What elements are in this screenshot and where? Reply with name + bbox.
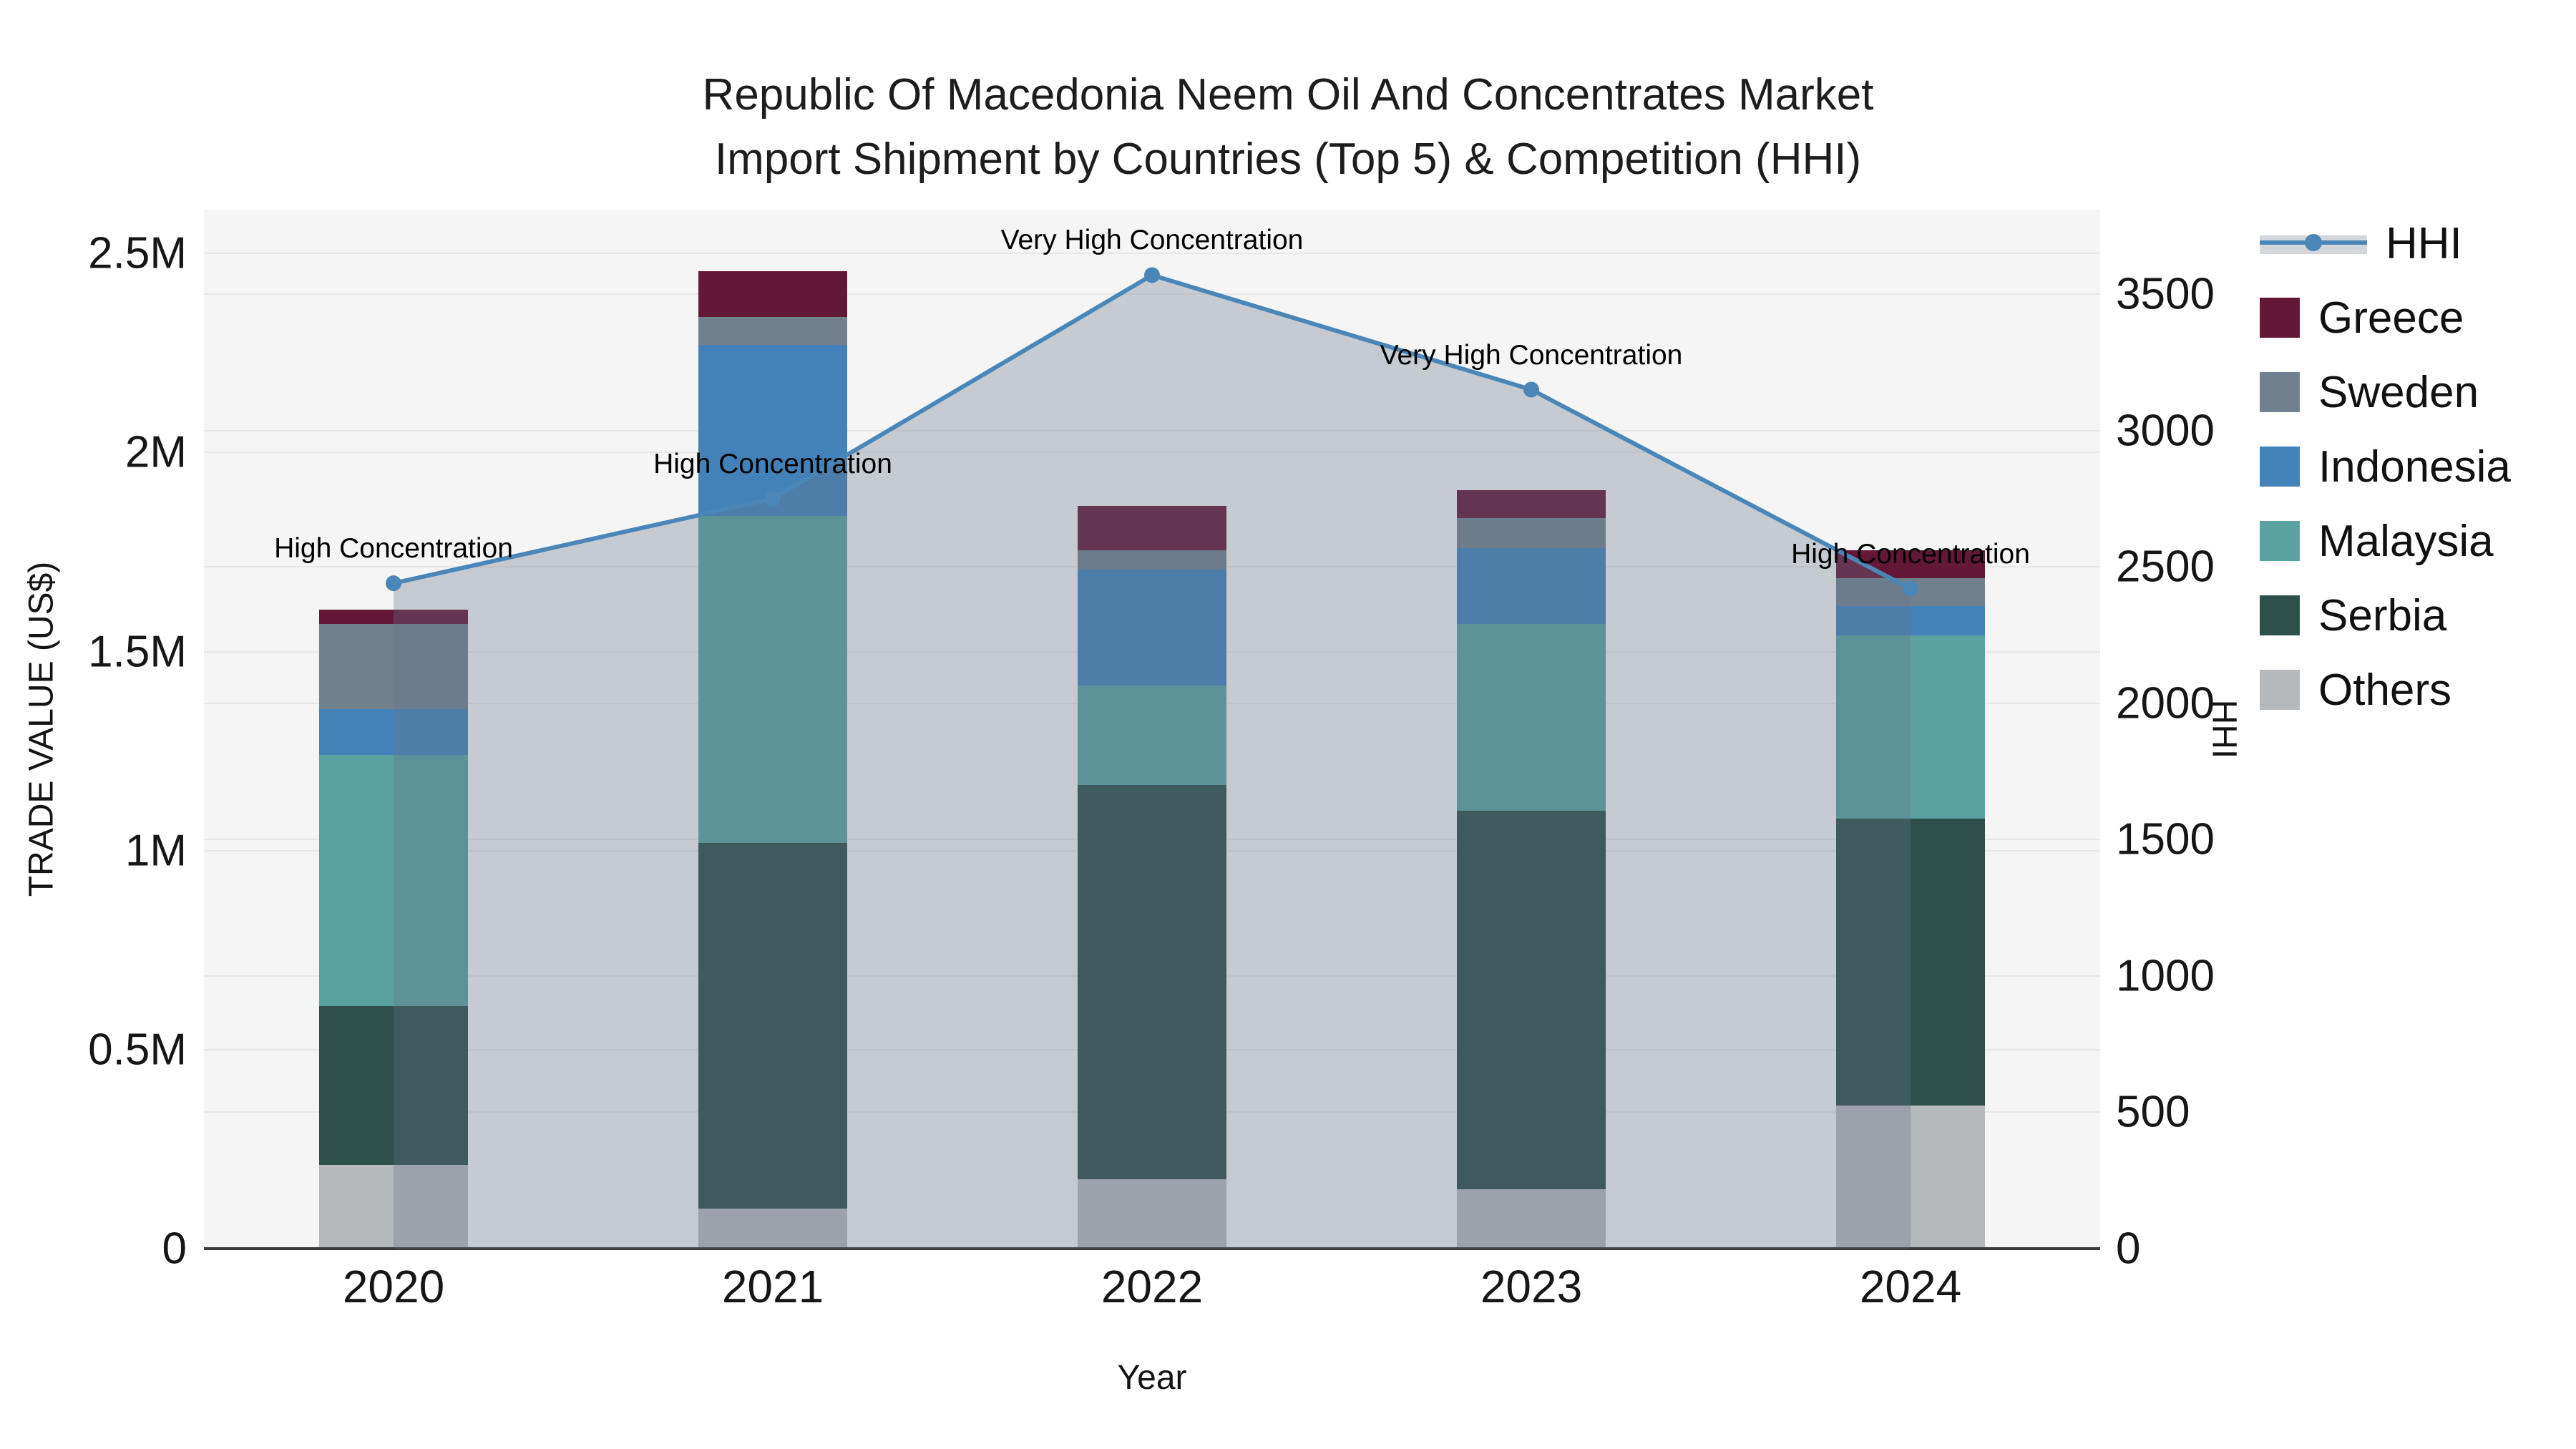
x-tick-2023: 2023: [1480, 1261, 1583, 1312]
annotation-2022: Very High Concentration: [1000, 225, 1304, 256]
bar-segment-2020-others[interactable]: [319, 1165, 468, 1249]
hhi-area-fill: [394, 275, 1911, 1249]
legend-item-malaysia[interactable]: Malaysia: [2260, 517, 2511, 566]
bar-segment-2023-serbia[interactable]: [1457, 811, 1606, 1189]
legend: HHI Greece Sweden Indonesia Malaysia Serbia Ot…: [2260, 219, 2511, 744]
annotation-2021: High Concentration: [653, 448, 892, 479]
legend-swatch-icon-malaysia: [2260, 521, 2300, 561]
hhi-marker-2020[interactable]: [386, 575, 401, 592]
bar-segment-2023-greece[interactable]: [1457, 490, 1606, 519]
bar-segment-2022-greece[interactable]: [1078, 506, 1226, 550]
legend-swatch-icon-serbia: [2260, 595, 2300, 635]
annotation-2024: High Concentration: [1791, 538, 2030, 570]
bar-segment-2021-sweden[interactable]: [698, 317, 847, 346]
bar-segment-2023-sweden[interactable]: [1457, 518, 1606, 548]
bar-segment-2021-others[interactable]: [698, 1209, 847, 1249]
y-tick-left-0.5M: 0.5M: [88, 1025, 187, 1075]
y-tick-left-0: 0: [162, 1224, 187, 1274]
legend-item-serbia[interactable]: Serbia: [2260, 591, 2511, 640]
legend-label-others: Others: [2318, 665, 2452, 715]
y-tick-right-2500: 2500: [2116, 542, 2215, 592]
y-tick-left-2.5M: 2.5M: [88, 228, 187, 278]
bar-segment-2024-malaysia[interactable]: [1836, 635, 1985, 819]
legend-item-indonesia[interactable]: Indonesia: [2260, 442, 2511, 492]
legend-item-hhi[interactable]: HHI: [2260, 219, 2511, 268]
y-tick-right-3000: 3000: [2116, 406, 2215, 456]
legend-label-greece: Greece: [2318, 293, 2464, 343]
bar-segment-2022-malaysia[interactable]: [1078, 685, 1226, 785]
bar-segment-2022-indonesia[interactable]: [1078, 570, 1226, 686]
bar-segment-2022-others[interactable]: [1078, 1179, 1226, 1249]
gridline-left-2.5M: [204, 253, 2100, 255]
y-tick-right-500: 500: [2116, 1087, 2190, 1137]
bar-segment-2023-indonesia[interactable]: [1457, 547, 1606, 624]
bar-segment-2020-malaysia[interactable]: [319, 755, 468, 1006]
bar-segment-2024-serbia[interactable]: [1836, 819, 1985, 1106]
annotation-2023: Very High Concentration: [1380, 339, 1683, 371]
x-tick-2020: 2020: [342, 1261, 445, 1312]
x-axis-line: [204, 1247, 2100, 1250]
left-axis-title: TRADE VALUE (US$): [22, 561, 61, 897]
bar-segment-2023-others[interactable]: [1457, 1189, 1606, 1249]
y-tick-right-0: 0: [2116, 1224, 2141, 1274]
y-tick-right-1000: 1000: [2116, 951, 2215, 1001]
legend-label-malaysia: Malaysia: [2318, 516, 2494, 566]
gridline-right-3000: [204, 429, 2100, 431]
legend-label-indonesia: Indonesia: [2318, 441, 2511, 492]
bar-segment-2024-others[interactable]: [1836, 1105, 1985, 1249]
legend-swatch-icon-sweden: [2260, 372, 2300, 412]
chart-title-line2: Import Shipment by Countries (Top 5) & C…: [714, 134, 1862, 184]
legend-item-others[interactable]: Others: [2260, 665, 2511, 715]
bar-segment-2021-serbia[interactable]: [698, 842, 847, 1209]
x-tick-2021: 2021: [721, 1261, 824, 1312]
bar-segment-2021-greece[interactable]: [698, 271, 847, 318]
hhi-marker-2022[interactable]: [1144, 267, 1160, 283]
legend-item-sweden[interactable]: Sweden: [2260, 368, 2511, 417]
y-tick-left-2M: 2M: [125, 427, 187, 477]
bar-segment-2022-serbia[interactable]: [1078, 784, 1226, 1179]
chart-title-line1: Republic Of Macedonia Neem Oil And Conce…: [702, 70, 1874, 119]
bar-segment-2020-sweden[interactable]: [319, 623, 468, 710]
legend-label-sweden: Sweden: [2318, 367, 2479, 417]
hhi-marker-2021[interactable]: [765, 490, 781, 507]
hhi-marker-swatch-icon: [2305, 234, 2322, 251]
hhi-overlay: [386, 267, 1918, 1249]
bar-segment-2024-indonesia[interactable]: [1836, 605, 1985, 636]
x-axis-title: Year: [1117, 1359, 1187, 1397]
bar-segment-2020-greece[interactable]: [319, 610, 468, 624]
gridline-left-2M: [204, 452, 2100, 454]
annotation-2020: High Concentration: [274, 533, 513, 565]
gridline-right-3500: [204, 293, 2100, 296]
x-tick-2022: 2022: [1101, 1261, 1204, 1312]
legend-item-greece[interactable]: Greece: [2260, 293, 2511, 343]
bar-segment-2021-indonesia[interactable]: [698, 345, 847, 517]
bar-segment-2021-malaysia[interactable]: [698, 516, 847, 843]
plot-area: [204, 210, 2100, 1250]
legend-label-serbia: Serbia: [2318, 590, 2447, 640]
hhi-legend-swatch-icon: [2260, 223, 2367, 263]
y-tick-right-1500: 1500: [2116, 814, 2215, 864]
x-tick-2024: 2024: [1859, 1261, 1962, 1312]
legend-swatch-icon-indonesia: [2260, 447, 2300, 487]
chart-title: Republic Of Macedonia Neem Oil And Conce…: [0, 63, 2576, 192]
y-tick-left-1M: 1M: [125, 826, 187, 876]
y-tick-right-2000: 2000: [2116, 678, 2215, 728]
legend-swatch-icon-others: [2260, 670, 2300, 710]
hhi-marker-2023[interactable]: [1523, 381, 1539, 398]
legend-swatch-icon-greece: [2260, 298, 2300, 338]
y-tick-left-1.5M: 1.5M: [88, 627, 187, 677]
bar-segment-2020-serbia[interactable]: [319, 1005, 468, 1166]
y-tick-right-3500: 3500: [2116, 269, 2215, 319]
hhi-marker-2024[interactable]: [1903, 580, 1918, 597]
bar-segment-2020-indonesia[interactable]: [319, 709, 468, 756]
bar-segment-2023-malaysia[interactable]: [1457, 623, 1606, 811]
legend-label-hhi: HHI: [2386, 218, 2462, 268]
bar-segment-2022-sweden[interactable]: [1078, 550, 1226, 570]
